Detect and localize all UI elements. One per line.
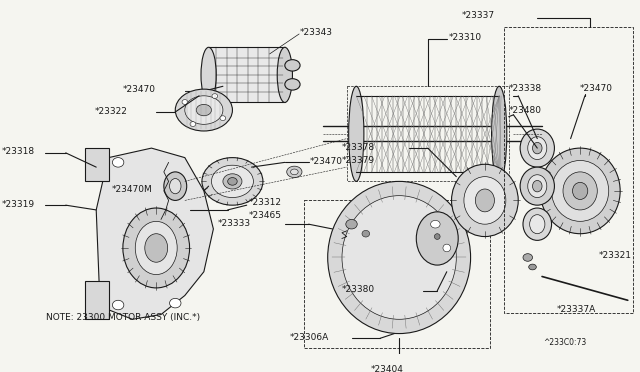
Ellipse shape [416,212,458,265]
Text: *23470M: *23470M [111,186,152,195]
Ellipse shape [285,79,300,90]
Ellipse shape [175,89,232,131]
Text: *23470: *23470 [580,84,613,93]
Bar [459,204,469,215]
Ellipse shape [431,220,440,228]
Ellipse shape [223,174,242,189]
Ellipse shape [164,172,187,201]
Ellipse shape [452,164,518,237]
Ellipse shape [277,47,292,102]
Bar [209,47,285,102]
Ellipse shape [528,137,547,160]
Ellipse shape [291,169,298,175]
Text: *23318: *23318 [2,147,35,156]
Text: *23470: *23470 [310,157,342,166]
Ellipse shape [464,177,506,224]
Ellipse shape [530,215,545,234]
Ellipse shape [113,158,124,167]
Text: *23480: *23480 [509,106,541,115]
Text: *23337A: *23337A [556,305,596,314]
Ellipse shape [212,94,218,99]
Ellipse shape [190,122,196,126]
Ellipse shape [528,175,547,198]
Ellipse shape [123,208,189,288]
Text: *23338: *23338 [509,84,542,93]
Ellipse shape [520,167,554,205]
Bar [486,209,497,219]
Text: *23321: *23321 [599,251,632,260]
Ellipse shape [196,105,211,116]
Ellipse shape [342,196,456,319]
Text: ^233C0:73: ^233C0:73 [543,338,586,347]
Bar [304,201,490,348]
Bar [504,27,632,312]
Bar [491,179,502,189]
Ellipse shape [220,116,226,121]
Ellipse shape [170,298,181,308]
Text: *23333: *23333 [218,219,252,228]
Ellipse shape [362,230,370,237]
Ellipse shape [573,182,588,199]
Ellipse shape [328,182,470,334]
Text: NOTE: 23300 MOTOR ASSY (INC.*): NOTE: 23300 MOTOR ASSY (INC.*) [46,313,200,322]
Bar [84,148,109,182]
Text: *23404: *23404 [371,365,403,372]
Ellipse shape [540,148,620,234]
Bar [463,174,474,185]
Text: *23306A: *23306A [289,333,329,342]
Ellipse shape [211,165,253,198]
Text: *23380: *23380 [342,285,375,294]
Ellipse shape [145,234,168,262]
Ellipse shape [170,179,181,194]
Text: *23337: *23337 [462,12,495,20]
Ellipse shape [349,86,364,182]
Text: *23465: *23465 [248,211,282,220]
Text: *23319: *23319 [2,200,35,209]
Polygon shape [96,148,213,319]
Ellipse shape [532,142,542,154]
Ellipse shape [346,219,357,229]
Text: *23379: *23379 [342,156,375,165]
Text: *23322: *23322 [94,106,127,116]
Ellipse shape [520,129,554,167]
Ellipse shape [443,244,451,252]
Ellipse shape [529,264,536,270]
Ellipse shape [182,100,188,105]
Text: *23310: *23310 [449,33,482,42]
Text: *23343: *23343 [300,28,333,36]
Ellipse shape [523,254,532,261]
Ellipse shape [492,86,507,182]
Ellipse shape [185,96,223,124]
Ellipse shape [202,158,263,205]
Text: *23378: *23378 [342,142,375,152]
Bar [347,86,509,182]
Ellipse shape [523,208,552,240]
Text: *23470: *23470 [123,85,156,94]
Ellipse shape [552,160,609,221]
Ellipse shape [287,166,302,177]
Ellipse shape [135,221,177,275]
Ellipse shape [201,47,216,102]
Bar [84,281,109,319]
Ellipse shape [228,177,237,185]
Ellipse shape [563,172,597,210]
Ellipse shape [532,180,542,192]
Ellipse shape [435,234,440,240]
Ellipse shape [285,60,300,71]
Ellipse shape [476,189,495,212]
Ellipse shape [113,300,124,310]
Text: *23312: *23312 [248,198,282,207]
